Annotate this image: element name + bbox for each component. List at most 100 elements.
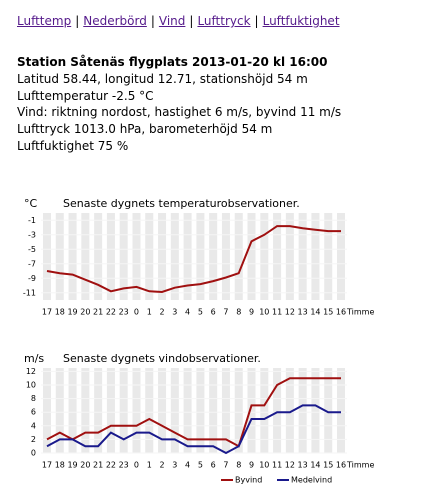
x-tick-label: 13 bbox=[298, 308, 308, 317]
x-tick-label: 11 bbox=[272, 308, 282, 317]
x-tick-label: 19 bbox=[67, 308, 77, 317]
nav-separator: | bbox=[150, 14, 155, 28]
grid-stripe bbox=[183, 213, 192, 300]
grid-stripe bbox=[106, 368, 115, 453]
x-tick-label: 2 bbox=[159, 461, 164, 470]
x-tick-label: 6 bbox=[211, 461, 216, 470]
y-tick-label: 8 bbox=[31, 394, 36, 403]
y-tick-label: -7 bbox=[28, 259, 36, 268]
grid-stripe bbox=[298, 368, 307, 453]
x-tick-label: 0 bbox=[134, 308, 139, 317]
station-line: Lufttemperatur -2.5 °C bbox=[17, 88, 154, 103]
station-line: Lufttryck 1013.0 hPa, barometerhöjd 54 m bbox=[17, 122, 273, 137]
grid-stripe bbox=[81, 368, 90, 453]
x-tick-label: 23 bbox=[119, 461, 129, 470]
x-tick-label: 15 bbox=[323, 461, 333, 470]
x-tick-label: 14 bbox=[310, 308, 320, 317]
grid-stripe bbox=[209, 213, 218, 300]
x-tick-label: 8 bbox=[236, 308, 241, 317]
x-tick-label: 5 bbox=[198, 308, 203, 317]
nav-link[interactable]: Lufttryck bbox=[197, 14, 251, 28]
x-tick-label: 17 bbox=[42, 461, 52, 470]
nav-link[interactable]: Lufttemp bbox=[17, 14, 72, 28]
grid-stripe bbox=[273, 213, 282, 300]
x-axis-label: Timme bbox=[346, 308, 374, 317]
legend-label: Medelvind bbox=[291, 476, 332, 485]
grid-stripe bbox=[43, 213, 51, 300]
grid-stripe bbox=[247, 368, 256, 453]
grid-stripe bbox=[119, 368, 128, 453]
chart-title: Senaste dygnets vindobservationer. bbox=[63, 352, 261, 365]
grid-stripe bbox=[132, 368, 141, 453]
grid-stripe bbox=[145, 368, 154, 453]
series-line bbox=[46, 377, 341, 448]
x-tick-label: 18 bbox=[55, 308, 65, 317]
nav-separator: | bbox=[189, 14, 194, 28]
y-tick-label: 0 bbox=[31, 449, 36, 458]
x-tick-label: 10 bbox=[259, 308, 269, 317]
x-tick-label: 8 bbox=[236, 461, 241, 470]
grid-stripe bbox=[311, 213, 320, 300]
y-tick-label: 10 bbox=[26, 381, 36, 390]
nav-link[interactable]: Nederbörd bbox=[83, 14, 147, 28]
grid-stripe bbox=[119, 213, 128, 300]
x-tick-label: 0 bbox=[134, 461, 139, 470]
x-tick-label: 4 bbox=[185, 461, 190, 470]
x-tick-label: 7 bbox=[223, 308, 228, 317]
grid-stripe bbox=[81, 213, 90, 300]
grid-stripe bbox=[298, 213, 307, 300]
series-line bbox=[46, 404, 341, 455]
grid-stripe bbox=[158, 213, 167, 300]
x-tick-label: 1 bbox=[147, 461, 152, 470]
y-tick-label: -1 bbox=[28, 216, 36, 225]
grid-stripe bbox=[324, 368, 333, 453]
x-tick-label: 20 bbox=[80, 461, 90, 470]
grid-stripe bbox=[234, 213, 243, 300]
grid-stripe bbox=[68, 213, 77, 300]
x-tick-label: 20 bbox=[80, 308, 90, 317]
x-tick-label: 3 bbox=[172, 461, 177, 470]
x-tick-label: 4 bbox=[185, 308, 190, 317]
station-info: Station Såtenäs flygplats 2013-01-20 kl … bbox=[17, 54, 341, 155]
x-tick-label: 12 bbox=[285, 461, 295, 470]
grid-stripe bbox=[221, 368, 230, 453]
x-tick-label: 17 bbox=[42, 308, 52, 317]
y-tick-label: -9 bbox=[28, 274, 36, 283]
x-tick-label: 9 bbox=[249, 308, 254, 317]
x-tick-label: 12 bbox=[285, 308, 295, 317]
x-tick-label: 15 bbox=[323, 308, 333, 317]
x-tick-label: 6 bbox=[211, 308, 216, 317]
y-axis-label: m/s bbox=[24, 352, 44, 365]
grid-stripe bbox=[196, 213, 205, 300]
x-tick-label: 21 bbox=[93, 461, 103, 470]
grid-stripe bbox=[55, 368, 64, 453]
x-tick-label: 19 bbox=[67, 461, 77, 470]
grid-stripe bbox=[170, 368, 179, 453]
x-tick-label: 16 bbox=[336, 308, 346, 317]
nav-link[interactable]: Luftfuktighet bbox=[262, 14, 340, 28]
x-axis-label: Timme bbox=[346, 461, 374, 470]
x-tick-label: 11 bbox=[272, 461, 282, 470]
x-tick-label: 2 bbox=[159, 308, 164, 317]
x-tick-label: 22 bbox=[106, 461, 116, 470]
station-line: Latitud 58.44, longitud 12.71, stationsh… bbox=[17, 71, 308, 86]
grid-stripe bbox=[260, 368, 269, 453]
grid-stripe bbox=[170, 213, 179, 300]
x-tick-label: 13 bbox=[298, 461, 308, 470]
nav-bar: Lufttemp | Nederbörd | Vind | Lufttryck | Luftfu… bbox=[17, 14, 340, 28]
station-line: Luftfuktighet 75 % bbox=[17, 138, 129, 153]
series-line bbox=[46, 225, 341, 294]
y-tick-label: 2 bbox=[31, 435, 36, 444]
grid-stripe bbox=[196, 368, 205, 453]
x-tick-label: 23 bbox=[119, 308, 129, 317]
station-line: Vind: riktning nordost, hastighet 6 m/s,… bbox=[17, 105, 342, 120]
x-tick-label: 3 bbox=[172, 308, 177, 317]
x-tick-label: 9 bbox=[249, 461, 254, 470]
y-tick-label: -5 bbox=[28, 245, 36, 254]
grid-stripe bbox=[285, 368, 294, 453]
grid-stripe bbox=[221, 213, 230, 300]
grid-stripe bbox=[260, 213, 269, 300]
grid-stripe bbox=[285, 213, 294, 300]
nav-link[interactable]: Vind bbox=[158, 14, 186, 28]
grid-stripe bbox=[158, 368, 167, 453]
